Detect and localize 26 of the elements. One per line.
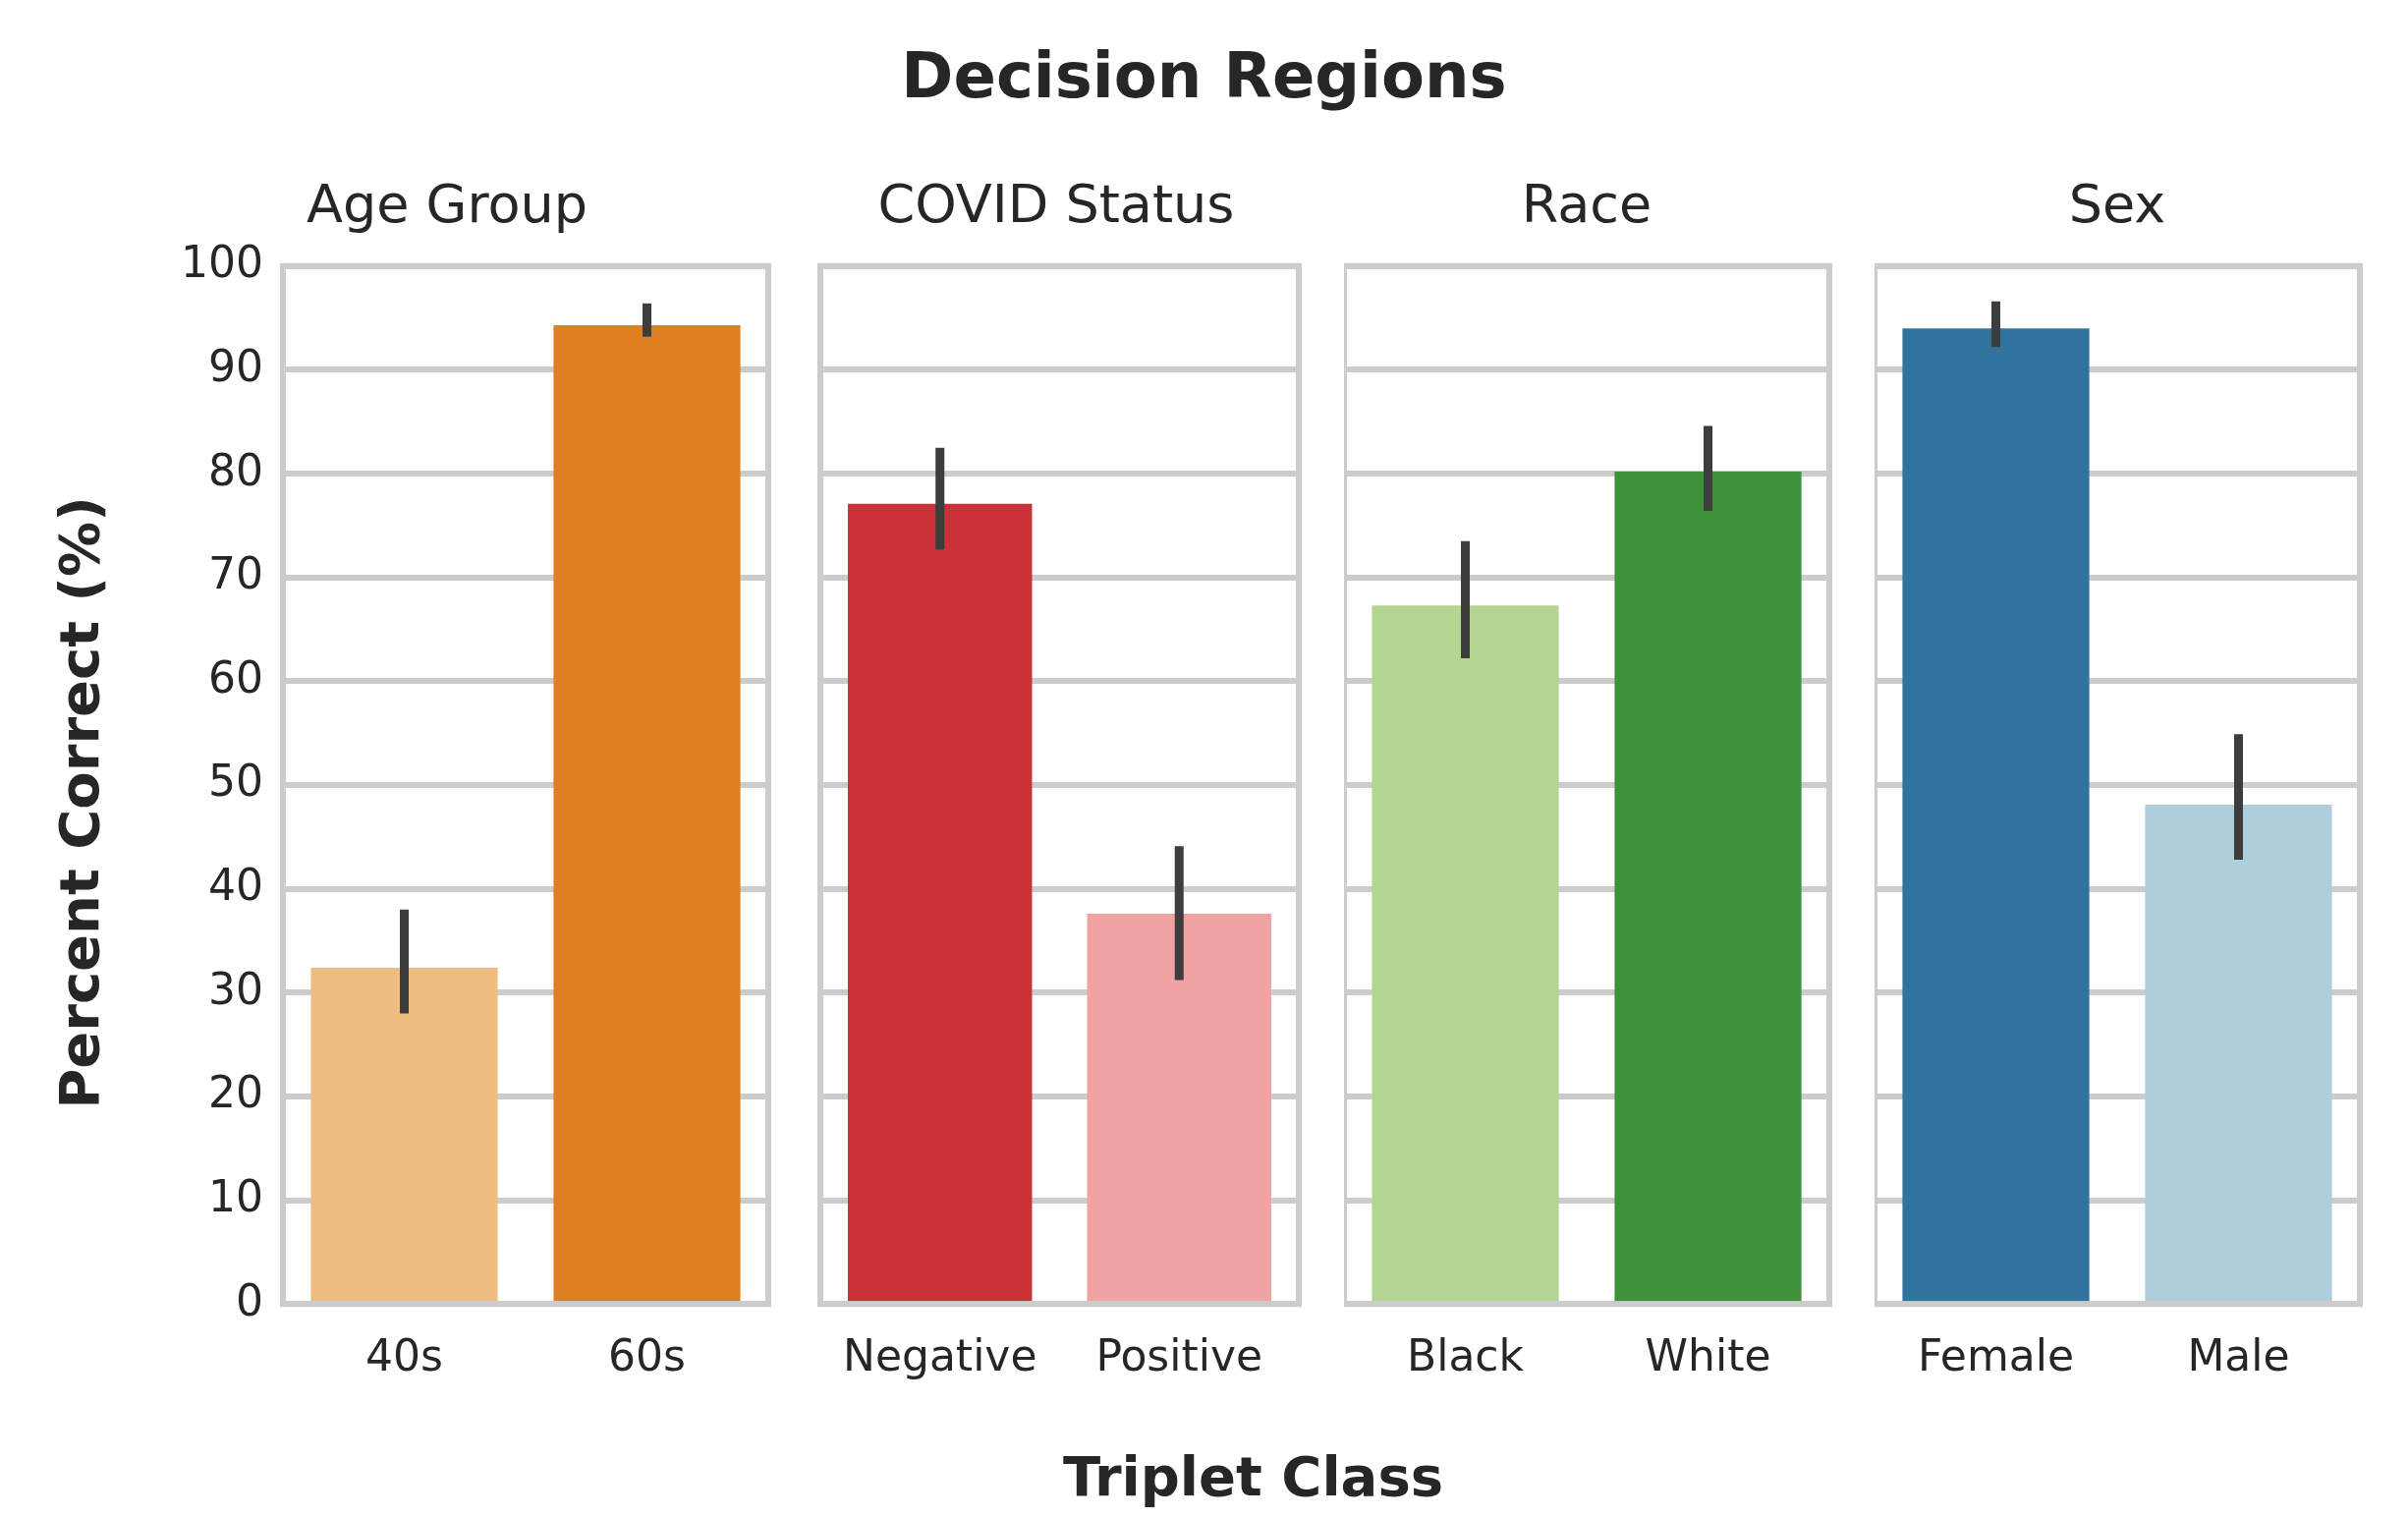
y-tick-label: 90 <box>208 340 263 391</box>
chart-title: Race <box>1521 173 1652 236</box>
y-tick-label: 50 <box>208 756 263 807</box>
y-axis-title: Percent Correct (%) <box>46 496 111 1109</box>
x-tick-label: Positive <box>1095 1330 1263 1381</box>
x-tick-label: 60s <box>608 1330 686 1381</box>
chart-title: COVID Status <box>877 173 1235 236</box>
y-tick-label: 70 <box>208 548 263 599</box>
y-tick-label: 20 <box>208 1067 263 1118</box>
y-tick-label: 10 <box>208 1171 263 1221</box>
y-tick-label: 100 <box>181 237 263 288</box>
x-tick-label: Female <box>1917 1330 2075 1381</box>
y-tick-label: 30 <box>208 963 263 1014</box>
x-tick-label: Negative <box>843 1330 1037 1381</box>
x-axis-title: Triplet Class <box>1061 1444 1445 1508</box>
x-tick-label: Black <box>1406 1330 1525 1381</box>
chart-title: Sex <box>2068 173 2166 236</box>
x-tick-label: Male <box>2187 1330 2290 1381</box>
y-tick-label: 40 <box>208 860 263 911</box>
y-tick-label: 60 <box>208 651 263 702</box>
x-tick-label: White <box>1645 1330 1771 1381</box>
y-tick-label: 0 <box>236 1274 263 1325</box>
text: Decision Regions <box>900 39 1508 112</box>
x-tick-label: 40s <box>365 1330 443 1381</box>
y-tick-label: 80 <box>208 444 263 495</box>
chart-title: Age Group <box>306 173 588 236</box>
